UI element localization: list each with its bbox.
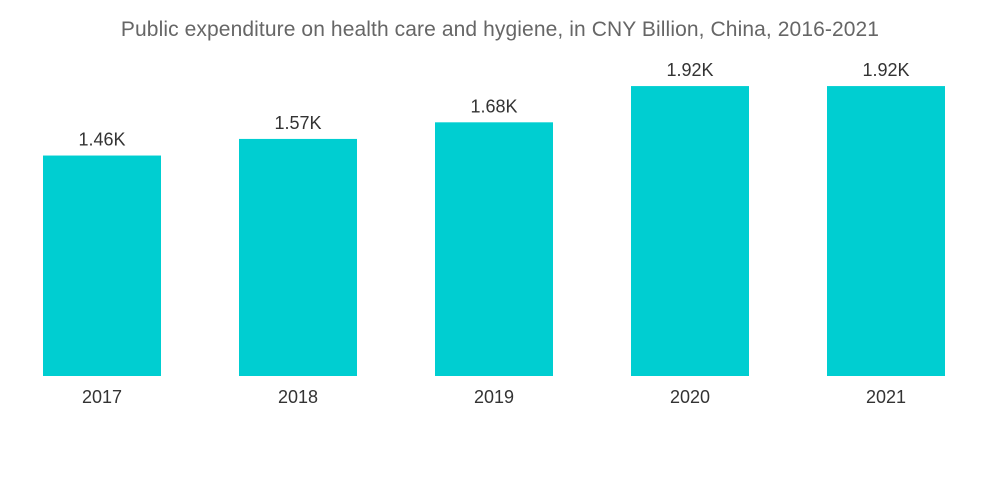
bar-2019 xyxy=(435,122,553,376)
data-label-2017: 1.46K xyxy=(78,130,125,150)
bar-2021 xyxy=(827,86,945,376)
data-label-2020: 1.92K xyxy=(666,60,713,80)
x-tick-label-2021: 2021 xyxy=(866,387,906,407)
bar-2018 xyxy=(239,138,357,376)
x-tick-label-2017: 2017 xyxy=(82,387,122,407)
data-label-2018: 1.57K xyxy=(274,113,321,133)
bars-group xyxy=(43,86,945,376)
data-label-2019: 1.68K xyxy=(470,96,517,116)
x-tick-label-2019: 2019 xyxy=(474,387,514,407)
x-tick-label-2018: 2018 xyxy=(278,387,318,407)
data-label-2021: 1.92K xyxy=(862,60,909,80)
bar-2017 xyxy=(43,155,161,376)
value-labels-group: 1.46K 1.57K 1.68K 1.92K 1.92K xyxy=(78,60,909,149)
x-tick-label-2020: 2020 xyxy=(670,387,710,407)
bar-2020 xyxy=(631,86,749,376)
x-axis-ticks: 2017 2018 2019 2020 2021 xyxy=(82,387,906,407)
chart-title: Public expenditure on health care and hy… xyxy=(120,18,880,41)
